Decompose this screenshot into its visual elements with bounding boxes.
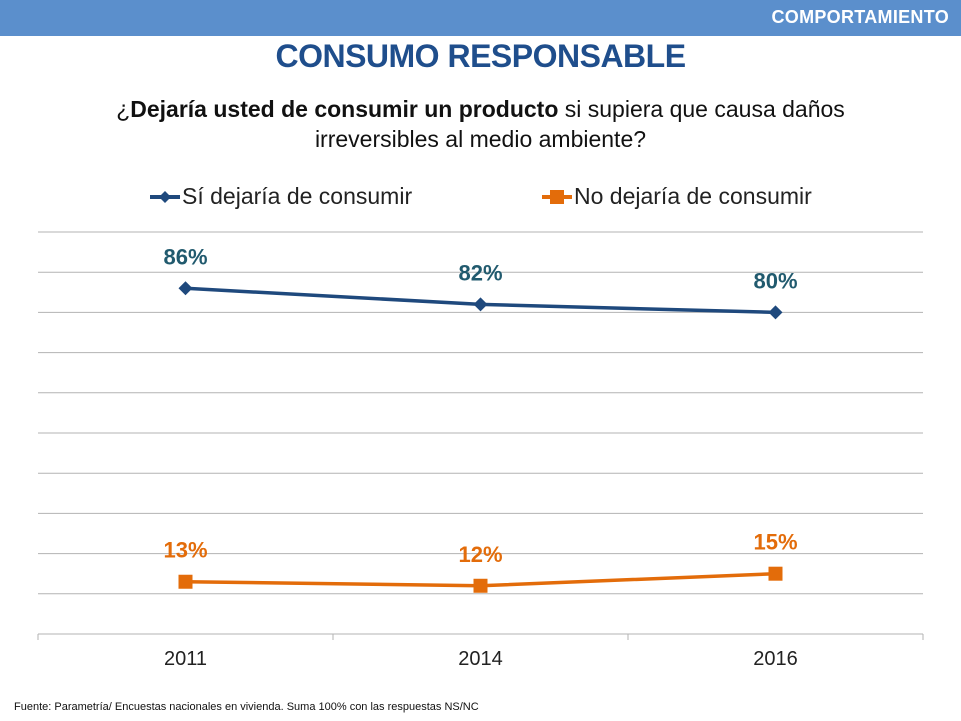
data-label-no-2011: 13% xyxy=(163,538,207,563)
x-tick-label-2014: 2014 xyxy=(458,648,503,670)
section-label: COMPORTAMIENTO xyxy=(771,7,949,27)
header-bar: COMPORTAMIENTO xyxy=(0,0,961,36)
data-label-si-2011: 86% xyxy=(163,244,207,269)
data-point-no-2011 xyxy=(178,574,193,589)
legend-item-si: Sí dejaría de consumir xyxy=(150,183,412,210)
data-point-no-2016 xyxy=(768,566,783,581)
data-point-si-2016 xyxy=(768,305,783,320)
legend-marker-square-icon xyxy=(542,189,572,204)
question-rest: si supiera que causa daños irreversibles… xyxy=(314,96,845,152)
data-label-no-2014: 12% xyxy=(458,542,502,567)
data-label-no-2016: 15% xyxy=(753,530,797,555)
question-bold-part: Dejaría usted de consumir un producto xyxy=(130,96,559,122)
legend-item-no: No dejaría de consumir xyxy=(542,183,812,210)
survey-question: ¿Dejaría usted de consumir un producto s… xyxy=(60,94,901,154)
data-label-si-2014: 82% xyxy=(458,260,502,285)
chart-legend: Sí dejaría de consumir No dejaría de con… xyxy=(0,183,961,213)
question-prefix: ¿ xyxy=(116,96,131,122)
page-title: CONSUMO RESPONSABLE xyxy=(275,38,686,74)
x-tick-label-2016: 2016 xyxy=(753,648,798,670)
legend-marker-diamond-icon xyxy=(150,190,180,203)
data-point-si-2014 xyxy=(473,297,488,312)
legend-label-no: No dejaría de consumir xyxy=(574,183,812,209)
data-point-no-2014 xyxy=(473,578,488,593)
data-label-si-2016: 80% xyxy=(753,268,797,293)
source-note: Fuente: Parametría/ Encuestas nacionales… xyxy=(14,701,479,713)
legend-label-si: Sí dejaría de consumir xyxy=(182,183,413,209)
data-point-si-2011 xyxy=(178,281,193,296)
x-tick-label-2011: 2011 xyxy=(164,648,207,670)
